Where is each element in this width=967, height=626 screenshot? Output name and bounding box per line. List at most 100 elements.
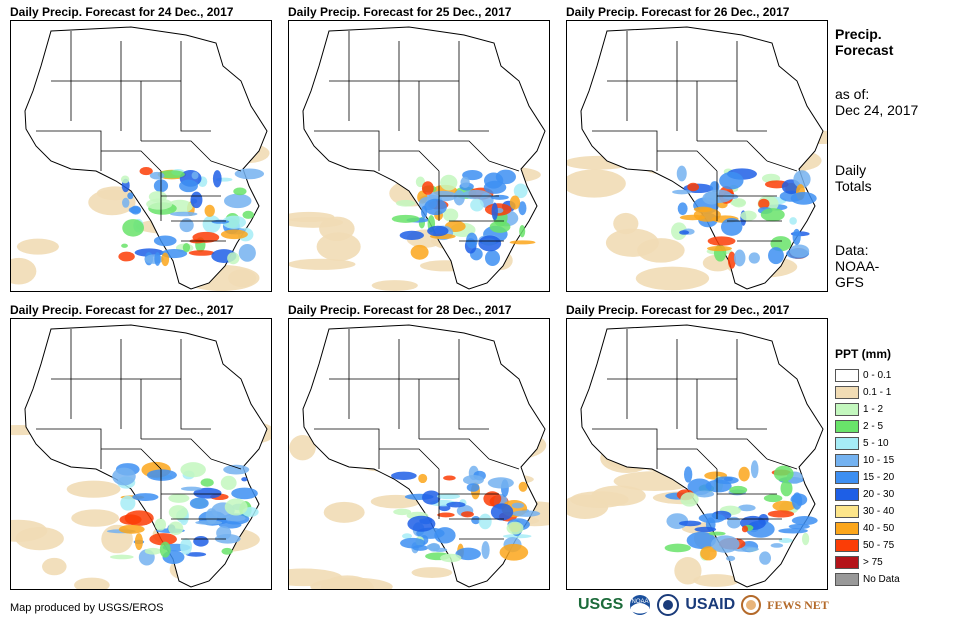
dry-patch xyxy=(591,485,646,506)
country-border xyxy=(488,458,520,470)
legend-item: > 75 xyxy=(835,554,900,571)
dry-patch xyxy=(11,519,48,542)
precip-cell xyxy=(741,525,749,533)
precip-cell xyxy=(481,541,490,560)
precip-map xyxy=(288,20,550,292)
precip-cell xyxy=(490,503,514,521)
dry-patch xyxy=(323,501,365,523)
precip-cell xyxy=(154,518,167,531)
precip-cell xyxy=(726,555,736,562)
precip-cell xyxy=(168,493,190,503)
country-border xyxy=(592,428,658,469)
precip-cell xyxy=(484,250,501,266)
precip-cell xyxy=(242,210,255,219)
country-border xyxy=(488,160,520,172)
precip-cell xyxy=(466,232,478,249)
country-border xyxy=(101,448,162,470)
precip-cell xyxy=(144,547,162,555)
precip-cell xyxy=(221,547,233,555)
precip-cell xyxy=(437,512,455,518)
dry-patch xyxy=(411,567,453,578)
precip-cell xyxy=(400,537,426,549)
precip-cell xyxy=(182,243,191,253)
legend-swatch xyxy=(835,437,859,450)
precip-cell xyxy=(491,202,498,221)
dry-patch xyxy=(71,509,119,527)
precip-cell xyxy=(216,526,232,540)
country-border xyxy=(697,438,768,460)
precip-cell xyxy=(698,513,726,524)
country-border xyxy=(736,41,767,132)
country-border xyxy=(657,150,718,172)
data-source-block: Data: NOAA- GFS xyxy=(835,242,879,290)
precip-cell xyxy=(707,236,736,246)
dry-patch xyxy=(567,169,626,198)
legend-item: 2 - 5 xyxy=(835,418,900,435)
precip-map xyxy=(10,318,272,590)
legend-swatch xyxy=(835,386,859,399)
legend-item: 10 - 15 xyxy=(835,452,900,469)
precip-cell xyxy=(185,552,207,557)
precip-cell xyxy=(460,176,470,189)
precip-cell xyxy=(462,189,490,200)
legend-swatch xyxy=(835,573,859,586)
country-border xyxy=(657,448,718,470)
precip-cell xyxy=(719,171,744,190)
country-border xyxy=(141,140,212,162)
map-credit: Map produced by USGS/EROS xyxy=(10,602,164,614)
precip-map xyxy=(10,20,272,292)
legend-swatch xyxy=(835,369,859,382)
precip-cell xyxy=(127,192,134,200)
precip-cell xyxy=(453,189,465,206)
precip-cell xyxy=(711,535,740,553)
precip-cell xyxy=(224,498,248,516)
precip-cell xyxy=(455,547,481,561)
precip-cell xyxy=(466,483,480,492)
precip-cell xyxy=(193,487,222,499)
legend-label: > 75 xyxy=(863,557,883,568)
precip-cell xyxy=(773,465,794,482)
legend-swatch xyxy=(835,505,859,518)
dry-patch xyxy=(316,232,361,262)
country-border xyxy=(676,41,737,82)
forecast-heading: Precip. Forecast xyxy=(835,26,893,58)
totals-line: Daily xyxy=(835,162,867,178)
precip-cell xyxy=(421,181,434,195)
precip-cell xyxy=(170,211,198,217)
precip-cell xyxy=(225,514,246,522)
panel-title: Daily Precip. Forecast for 25 Dec., 2017 xyxy=(288,5,512,19)
panel-title: Daily Precip. Forecast for 28 Dec., 2017 xyxy=(288,303,512,317)
precip-cell xyxy=(195,520,223,525)
precip-cell xyxy=(148,191,167,203)
country-border xyxy=(120,339,181,380)
precip-cell xyxy=(179,179,198,193)
dry-patch xyxy=(371,280,418,291)
as-of-date: Dec 24, 2017 xyxy=(835,102,919,118)
precip-cell xyxy=(399,230,424,240)
precip-cell xyxy=(241,477,248,482)
precip-cell xyxy=(144,254,164,264)
precip-cell xyxy=(707,245,732,252)
country-border xyxy=(314,130,380,171)
precip-cell xyxy=(790,191,817,205)
precip-cell xyxy=(415,176,425,188)
legend-swatch xyxy=(835,556,859,569)
precip-cell xyxy=(180,486,202,491)
panel-title: Daily Precip. Forecast for 26 Dec., 2017 xyxy=(566,5,790,19)
panel-title: Daily Precip. Forecast for 24 Dec., 2017 xyxy=(10,5,234,19)
precip-map xyxy=(288,318,550,590)
precip-cell xyxy=(193,535,209,547)
precip-cell xyxy=(179,218,194,233)
precip-cell xyxy=(772,500,796,512)
legend-item: 5 - 10 xyxy=(835,435,900,452)
legend-label: 1 - 2 xyxy=(863,404,884,415)
forecast-panel-29: Daily Precip. Forecast for 29 Dec., 2017 xyxy=(566,302,828,590)
precip-cell xyxy=(418,473,428,484)
forecast-panel-26: Daily Precip. Forecast for 26 Dec., 2017 xyxy=(566,4,828,292)
legend-swatch xyxy=(835,403,859,416)
precip-cell xyxy=(421,205,428,219)
precip-cell xyxy=(422,490,441,505)
legend-item: 50 - 75 xyxy=(835,537,900,554)
legend-item: 0 - 0.1 xyxy=(835,367,900,384)
precip-cell xyxy=(509,195,521,210)
